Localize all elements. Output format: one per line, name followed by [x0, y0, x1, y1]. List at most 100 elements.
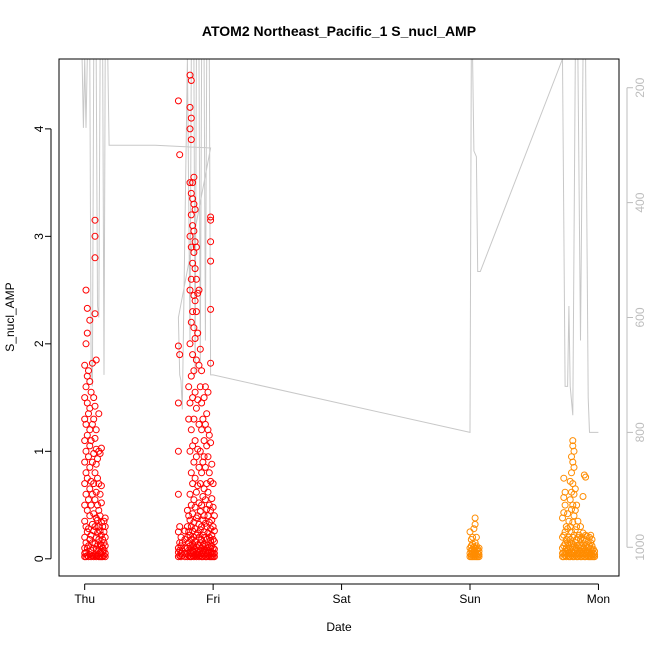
data-point-series-2: [570, 447, 578, 455]
data-point-series-1: [86, 485, 94, 493]
y2-axis: 200 400 600 800 1000: [626, 77, 647, 561]
data-point-series-1: [204, 488, 212, 496]
y-tick-label: 4: [32, 125, 46, 132]
data-point-series-1: [191, 388, 199, 396]
data-point-series-1: [187, 372, 195, 380]
data-point-series-1: [185, 415, 193, 423]
data-point-series-1: [185, 383, 193, 391]
data-point-series-1: [200, 394, 208, 402]
data-point-series-1: [205, 431, 213, 439]
data-point-series-1: [86, 378, 94, 385]
data-point-series-2: [591, 553, 599, 561]
data-point-series-1: [90, 415, 98, 423]
data-point-series-2: [582, 531, 590, 539]
data-point-series-2: [475, 547, 483, 555]
data-point-series-1: [90, 394, 98, 402]
data-point-series-2: [577, 523, 584, 531]
data-point-series-2: [574, 517, 582, 525]
data-point-series-1: [207, 216, 215, 224]
data-point-series-1: [198, 501, 206, 509]
data-point-series-1: [90, 480, 98, 488]
data-point-series-2: [591, 547, 599, 555]
data-point-series-1: [194, 396, 202, 404]
data-point-series-2: [569, 437, 577, 445]
data-point-series-1: [190, 292, 198, 299]
data-point-series-2: [566, 496, 574, 504]
data-point-series-2: [472, 533, 480, 541]
data-point-series-1: [97, 499, 105, 507]
data-point-series-1: [191, 335, 199, 342]
data-point-series-1: [210, 545, 218, 553]
data-point-series-1: [97, 482, 105, 490]
data-point-series-1: [192, 308, 200, 316]
data-point-series-1: [207, 213, 215, 221]
x-tick-label: Thu: [74, 592, 95, 606]
data-point-series-1: [208, 495, 216, 503]
data-point-series-1: [85, 367, 92, 375]
data-point-series-1: [81, 394, 89, 402]
data-point-series-1: [186, 447, 194, 455]
y2-tick-label: 200: [633, 77, 647, 97]
data-point-series-1: [187, 211, 195, 219]
y2-tick-label: 800: [633, 422, 647, 442]
data-point-series-1: [189, 308, 197, 316]
data-point-series-1: [186, 103, 194, 111]
data-points: [81, 71, 599, 561]
data-point-series-1: [100, 546, 108, 554]
data-point-series-1: [192, 275, 200, 283]
data-point-series-1: [101, 553, 109, 561]
data-point-series-1: [91, 523, 99, 531]
data-point-series-1: [192, 243, 200, 251]
data-point-series-1: [190, 324, 198, 332]
data-point-series-1: [187, 318, 195, 326]
data-point-series-1: [207, 305, 215, 313]
data-point-series-1: [92, 426, 100, 434]
data-point-series-1: [190, 173, 198, 181]
data-point-series-2: [560, 509, 568, 517]
data-point-series-1: [187, 114, 195, 122]
data-point-series-2: [561, 501, 569, 509]
data-point-series-1: [187, 275, 195, 283]
data-point-series-1: [192, 453, 200, 461]
x-axis-label: Date: [326, 620, 352, 634]
data-point-series-2: [568, 505, 575, 513]
data-point-series-2: [475, 553, 483, 561]
data-point-series-1: [201, 496, 209, 504]
data-point-series-1: [192, 488, 200, 496]
data-point-series-1: [186, 399, 194, 407]
data-point-series-1: [191, 265, 199, 273]
data-point-series-1: [201, 420, 209, 428]
data-point-series-1: [82, 553, 90, 561]
data-point-series-1: [205, 469, 213, 477]
data-point-series-1: [190, 415, 198, 423]
y-axis-label: S_nucl_AMP: [3, 282, 17, 351]
data-point-series-1: [191, 503, 199, 511]
data-point-series-1: [97, 444, 105, 452]
data-point-series-2: [573, 501, 581, 509]
data-point-series-1: [101, 542, 109, 550]
data-point-series-1: [91, 232, 99, 240]
data-point-series-1: [83, 474, 91, 482]
data-point-series-1: [190, 227, 198, 235]
data-point-series-1: [88, 490, 96, 498]
data-point-series-1: [192, 404, 200, 412]
y-tick-label: 0: [32, 555, 46, 562]
data-point-series-1: [190, 367, 198, 375]
data-point-series-1: [92, 356, 100, 364]
secondary-series-line: [81, 58, 599, 434]
data-point-series-1: [176, 351, 184, 359]
data-point-series-2: [587, 531, 595, 539]
y2-tick-label: 400: [633, 192, 647, 212]
data-point-series-2: [588, 536, 596, 543]
data-point-series-2: [560, 474, 568, 482]
data-point-series-1: [83, 329, 91, 337]
data-point-series-1: [210, 549, 218, 557]
data-point-series-1: [201, 463, 209, 471]
data-point-series-1: [187, 501, 195, 509]
data-point-series-1: [196, 383, 204, 391]
y2-tick-label: 1000: [633, 534, 647, 561]
data-point-series-2: [571, 526, 579, 534]
data-point-series-1: [101, 514, 109, 522]
data-point-series-1: [194, 289, 202, 297]
